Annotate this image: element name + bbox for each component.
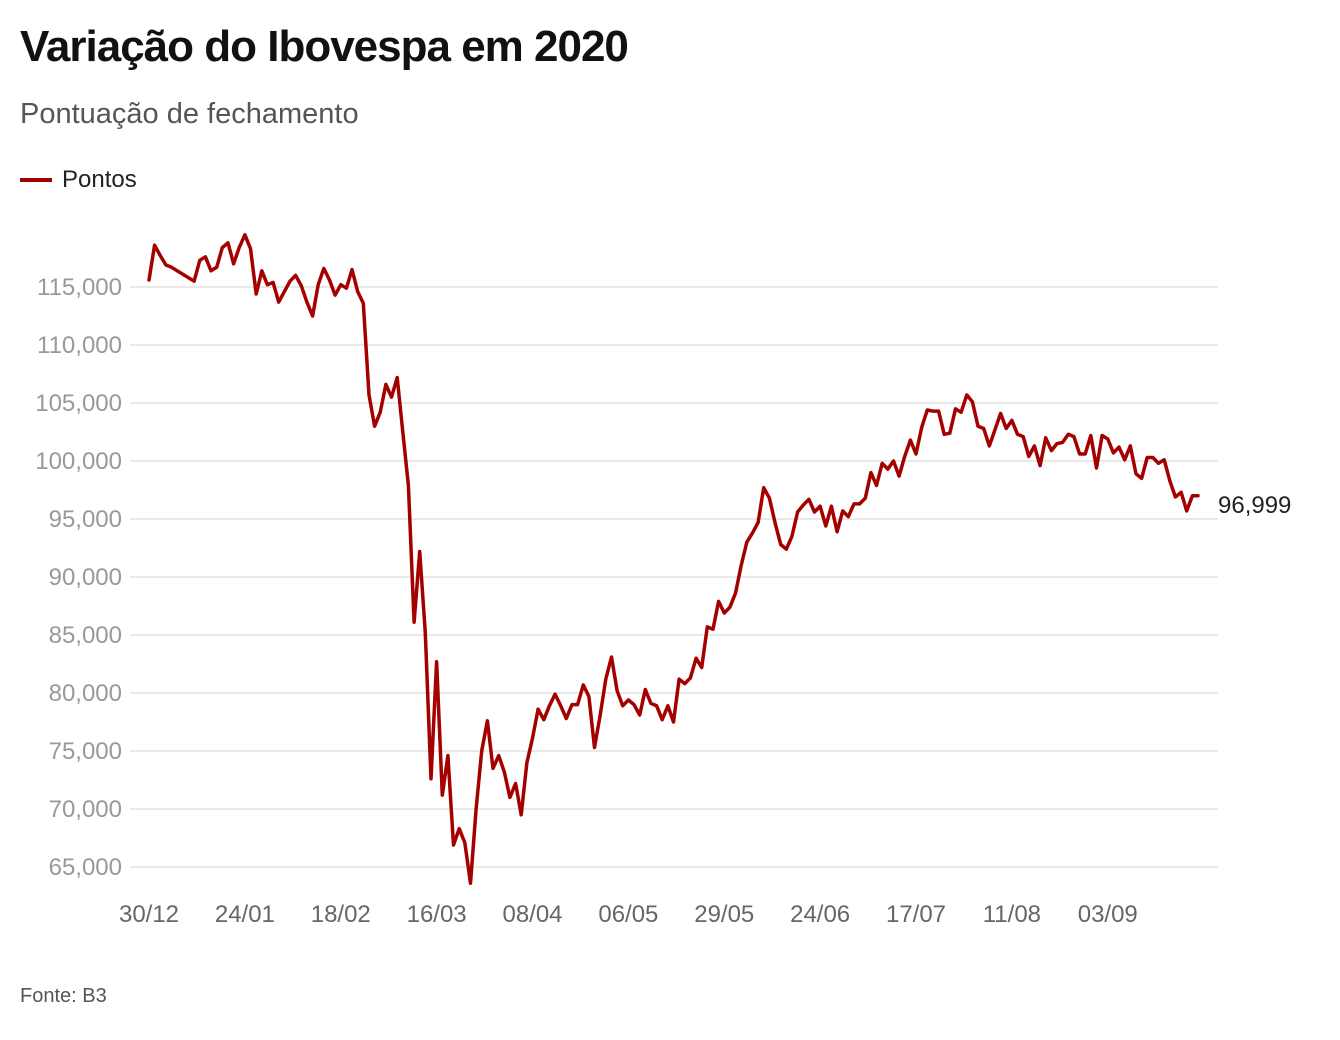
y-tick-label: 70,000 [49, 796, 122, 823]
x-tick-label: 11/08 [983, 901, 1041, 928]
legend-swatch [20, 178, 52, 182]
x-tick-label: 30/12 [119, 901, 179, 928]
y-tick-label: 80,000 [49, 680, 122, 707]
x-tick-label: 16/03 [407, 901, 467, 928]
legend-label: Pontos [62, 166, 137, 193]
x-axis-ticks: 30/12 24/01 18/02 16/03 08/04 06/05 29/05 24/06… [119, 901, 1138, 928]
x-tick-label: 08/04 [502, 901, 562, 928]
chart-subtitle: Pontuação de fechamento [20, 98, 359, 130]
x-tick-label: 24/06 [790, 901, 850, 928]
x-tick-label: 17/07 [886, 901, 946, 928]
y-tick-label: 115,000 [37, 274, 122, 301]
y-tick-label: 95,000 [49, 506, 122, 533]
grid-lines [130, 286, 1218, 868]
y-tick-label: 105,000 [35, 390, 122, 417]
legend: Pontos [20, 166, 137, 194]
y-axis-ticks: 65,000 70,000 75,000 80,000 85,000 90,000 95,0… [35, 274, 122, 881]
x-tick-label: 18/02 [311, 901, 371, 928]
y-tick-label: 65,000 [49, 854, 122, 881]
x-tick-label: 29/05 [694, 901, 754, 928]
y-tick-label: 75,000 [49, 738, 122, 765]
end-value-label: 96,999 [1218, 492, 1291, 519]
series-line-pontos [147, 233, 1200, 885]
y-tick-label: 110,000 [37, 332, 122, 359]
x-tick-label: 24/01 [215, 901, 275, 928]
source-note: Fonte: B3 [20, 985, 107, 1007]
y-tick-label: 85,000 [49, 622, 122, 649]
chart-title: Variação do Ibovespa em 2020 [20, 22, 629, 71]
line-chart: 65,000 70,000 75,000 80,000 85,000 90,000 95,0… [35, 233, 1291, 928]
y-tick-label: 100,000 [35, 448, 122, 475]
x-tick-label: 03/09 [1078, 901, 1138, 928]
series-layer [147, 233, 1200, 885]
x-tick-label: 06/05 [598, 901, 658, 928]
y-tick-label: 90,000 [49, 564, 122, 591]
